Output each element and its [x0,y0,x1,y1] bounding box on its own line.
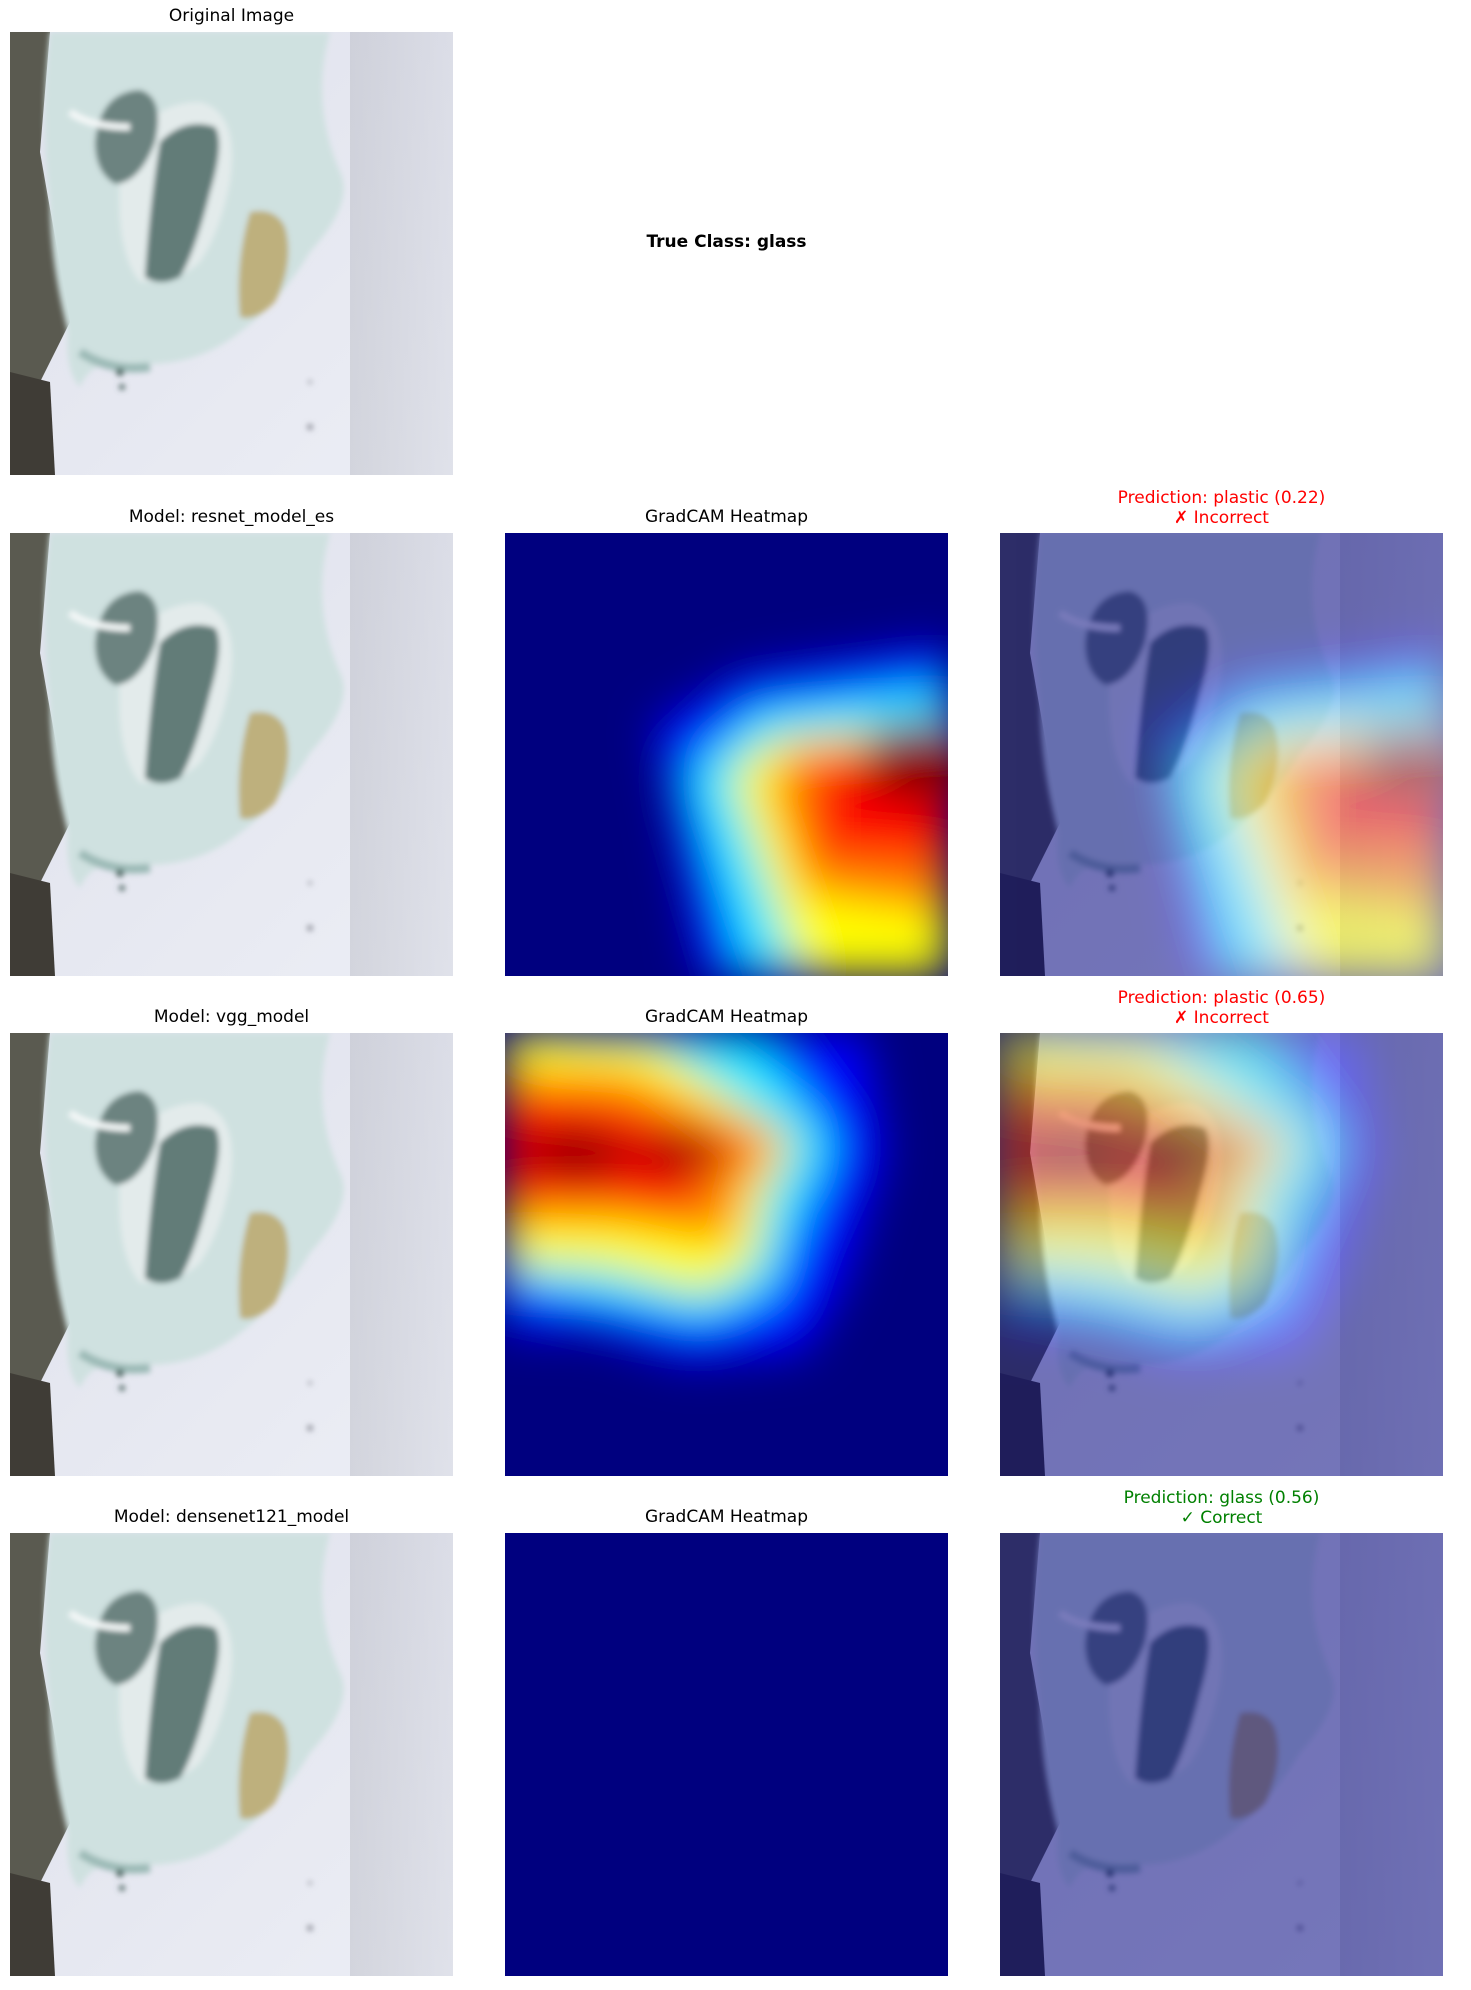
overlay-image-densenet [1000,1533,1443,1976]
model-title-resnet: Model: resnet_model_es [128,507,335,527]
heatmap-title-vgg: GradCAM Heatmap [644,1007,809,1027]
verdict-label-densenet: ✓ Correct [1180,1508,1263,1528]
input-image-resnet [10,533,453,976]
gradcam-heatmap-densenet [505,1533,948,1976]
overlay-image-resnet [1000,533,1443,976]
original-image [10,32,453,475]
input-image-vgg [10,1033,453,1476]
prediction-label-vgg: Prediction: plastic (0.65) [1117,988,1326,1008]
verdict-label-resnet: ✗ Incorrect [1174,508,1269,528]
original-image-title: Original Image [168,6,295,26]
heatmap-title-resnet: GradCAM Heatmap [644,507,809,527]
model-title-densenet: Model: densenet121_model [113,1507,350,1527]
prediction-label-resnet: Prediction: plastic (0.22) [1117,488,1326,508]
heatmap-title-densenet: GradCAM Heatmap [644,1507,809,1527]
input-image-densenet [10,1533,453,1976]
true-class-label: True Class: glass [646,232,807,252]
overlay-image-vgg [1000,1033,1443,1476]
model-title-vgg: Model: vgg_model [153,1007,310,1027]
prediction-label-densenet: Prediction: glass (0.56) [1123,1488,1320,1508]
gradcam-heatmap-vgg [505,1033,948,1476]
gradcam-heatmap-resnet [505,533,948,976]
verdict-label-vgg: ✗ Incorrect [1174,1008,1269,1028]
